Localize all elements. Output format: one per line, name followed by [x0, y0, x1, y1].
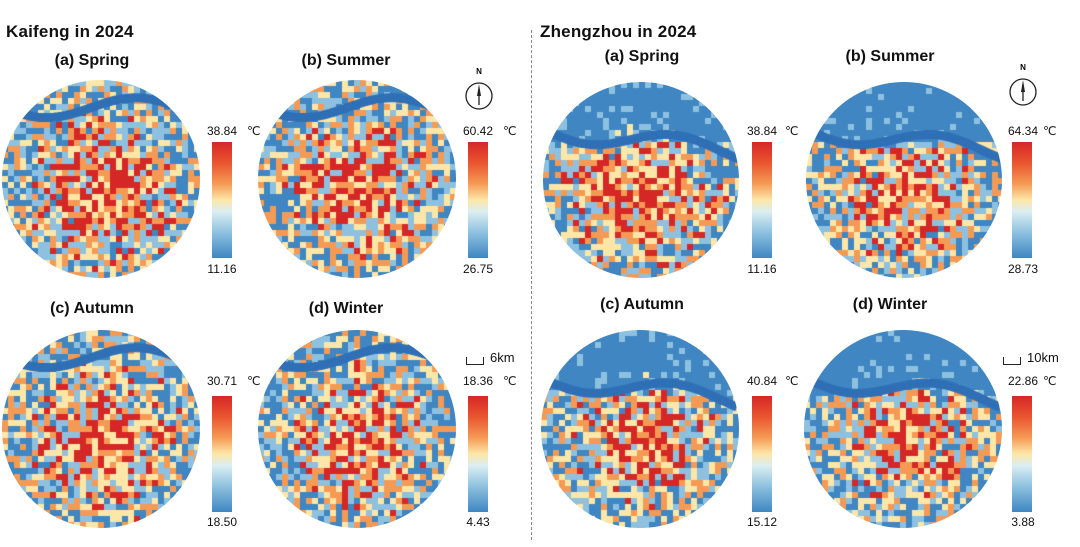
colorbar-max-kaifeng-autumn: 30.71 [206, 374, 238, 388]
colorbar-max-zhengzhou-spring: 38.84 [746, 124, 778, 138]
panel-title-zhengzhou-summer: (b) Summer [845, 48, 935, 65]
unit-label: ℃ [503, 374, 517, 388]
map-zhengzhou-spring [543, 82, 739, 278]
colorbar-max-zhengzhou-winter: 22.86 [1007, 374, 1039, 388]
north-label: N [476, 67, 482, 76]
panel-title-kaifeng-summer: (b) Summer [301, 52, 391, 69]
colorbar-min-kaifeng-summer: 26.75 [462, 262, 494, 276]
map-zhengzhou-summer [806, 82, 1002, 278]
city-title-kaifeng: Kaifeng in 2024 [6, 22, 134, 41]
scale-bar-icon [1003, 357, 1021, 365]
north-arrow-zhengzhou: N [1009, 63, 1037, 106]
colorbar-min-zhengzhou-spring: 11.16 [747, 262, 777, 276]
map-zhengzhou-winter [804, 330, 1002, 528]
colorbar-zhengzhou-summer [1012, 142, 1032, 258]
colorbar-min-kaifeng-spring: 11.16 [207, 262, 237, 276]
unit-label: ℃ [247, 124, 261, 138]
panel-title-zhengzhou-spring: (a) Spring [604, 48, 680, 65]
colorbar-kaifeng-summer [468, 142, 488, 258]
map-kaifeng-summer [258, 80, 456, 278]
colorbar-max-kaifeng-spring: 38.84 [206, 124, 238, 138]
map-kaifeng-winter [258, 330, 456, 528]
scale-label-kaifeng: 6km [490, 350, 515, 365]
panel-title-kaifeng-winter: (d) Winter [308, 300, 384, 317]
colorbar-zhengzhou-spring [752, 142, 772, 258]
unit-label: ℃ [785, 124, 799, 138]
panel-title-kaifeng-autumn: (c) Autumn [50, 300, 134, 317]
colorbar-kaifeng-winter [468, 396, 488, 512]
colorbar-min-kaifeng-autumn: 18.50 [206, 515, 238, 529]
scale-label-zhengzhou: 10km [1027, 350, 1059, 365]
panel-title-zhengzhou-autumn: (c) Autumn [600, 296, 684, 313]
colorbar-min-zhengzhou-autumn: 15.12 [746, 515, 778, 529]
map-zhengzhou-autumn [541, 330, 739, 528]
colorbar-min-kaifeng-winter: 4.43 [466, 515, 490, 529]
scale-bar-zhengzhou: 10km [1003, 350, 1059, 365]
unit-label: ℃ [247, 374, 261, 388]
north-arrow-kaifeng: N [465, 67, 493, 110]
colorbar-kaifeng-autumn [212, 396, 232, 512]
scale-bar-icon [466, 357, 484, 365]
colorbar-kaifeng-spring [212, 142, 232, 258]
panel-title-zhengzhou-winter: (d) Winter [852, 296, 928, 313]
city-title-zhengzhou: Zhengzhou in 2024 [540, 22, 697, 41]
colorbar-max-zhengzhou-autumn: 40.84 [746, 374, 778, 388]
unit-label: ℃ [1043, 124, 1057, 138]
unit-label: ℃ [785, 374, 799, 388]
unit-label: ℃ [1043, 374, 1057, 388]
colorbar-max-kaifeng-summer: 60.42 [462, 124, 494, 138]
colorbar-min-zhengzhou-winter: 3.88 [1011, 515, 1035, 529]
colorbar-zhengzhou-autumn [752, 396, 772, 512]
panel-title-kaifeng-spring: (a) Spring [54, 52, 130, 69]
colorbar-min-zhengzhou-summer: 28.73 [1007, 262, 1039, 276]
colorbar-max-zhengzhou-summer: 64.34 [1007, 124, 1039, 138]
unit-label: ℃ [503, 124, 517, 138]
map-kaifeng-spring [2, 80, 200, 278]
colorbar-max-kaifeng-winter: 18.36 [462, 374, 494, 388]
colorbar-zhengzhou-winter [1012, 396, 1032, 512]
scale-bar-kaifeng: 6km [466, 350, 515, 365]
north-label: N [1020, 63, 1026, 72]
city-divider [531, 30, 532, 540]
map-kaifeng-autumn [2, 330, 200, 528]
